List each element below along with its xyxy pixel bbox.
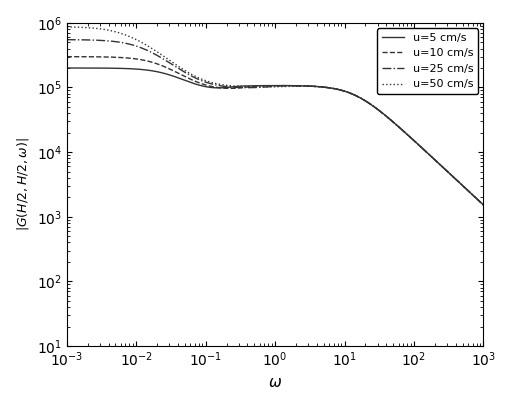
Line: u=10 cm/s: u=10 cm/s xyxy=(67,57,483,205)
Y-axis label: $|G(H/2, H/2, \omega)|$: $|G(H/2, H/2, \omega)|$ xyxy=(15,138,31,231)
u=25 cm/s xyxy=(314,84,320,89)
u=5 cm/s xyxy=(64,66,70,70)
u=25 cm/s xyxy=(140,46,146,51)
Legend: u=5 cm/s, u=10 cm/s, u=25 cm/s, u=50 cm/s: u=5 cm/s, u=10 cm/s, u=25 cm/s, u=50 cm/… xyxy=(377,28,478,94)
u=50 cm/s xyxy=(223,83,229,87)
u=10 cm/s xyxy=(375,107,381,112)
u=25 cm/s xyxy=(375,107,381,112)
u=10 cm/s xyxy=(406,134,412,139)
u=50 cm/s xyxy=(480,202,486,207)
u=50 cm/s xyxy=(406,134,412,139)
u=5 cm/s xyxy=(140,67,146,72)
u=25 cm/s xyxy=(64,37,70,42)
u=50 cm/s xyxy=(140,40,146,45)
u=5 cm/s xyxy=(375,107,381,112)
u=10 cm/s xyxy=(314,84,320,89)
u=25 cm/s xyxy=(406,134,412,139)
u=50 cm/s xyxy=(335,87,341,92)
u=10 cm/s xyxy=(223,86,229,91)
Line: u=5 cm/s: u=5 cm/s xyxy=(67,68,483,205)
X-axis label: $\omega$: $\omega$ xyxy=(268,375,282,390)
u=10 cm/s xyxy=(335,87,341,92)
u=10 cm/s xyxy=(140,58,146,62)
u=50 cm/s xyxy=(64,24,70,29)
u=25 cm/s xyxy=(480,202,486,207)
u=25 cm/s xyxy=(223,84,229,89)
Line: u=50 cm/s: u=50 cm/s xyxy=(67,27,483,205)
u=10 cm/s xyxy=(480,202,486,207)
u=50 cm/s xyxy=(314,84,320,89)
u=5 cm/s xyxy=(480,202,486,207)
u=5 cm/s xyxy=(223,85,229,90)
u=50 cm/s xyxy=(375,107,381,112)
u=25 cm/s xyxy=(335,87,341,92)
u=5 cm/s xyxy=(406,134,412,139)
u=5 cm/s xyxy=(335,87,341,92)
Line: u=25 cm/s: u=25 cm/s xyxy=(67,40,483,205)
u=5 cm/s xyxy=(314,84,320,89)
u=10 cm/s xyxy=(64,54,70,59)
